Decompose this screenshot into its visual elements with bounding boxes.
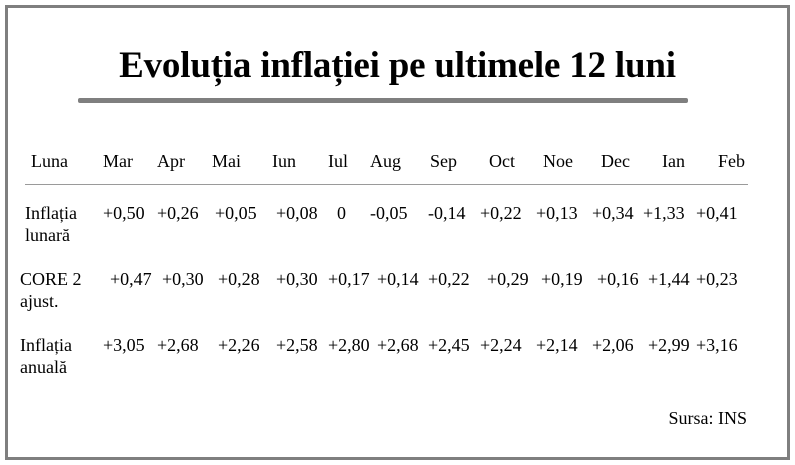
table-cell: +0,29 bbox=[487, 269, 529, 289]
column-header-ian: Ian bbox=[662, 151, 685, 171]
corner-label: Luna bbox=[31, 151, 68, 171]
row-label-line: Inflația bbox=[20, 335, 72, 355]
table-cell: +0,41 bbox=[696, 203, 738, 223]
table-cell: +0,22 bbox=[428, 269, 470, 289]
row-label: Inflația anuală bbox=[20, 334, 72, 378]
table-cell: +0,05 bbox=[215, 203, 257, 223]
table-cell: +1,33 bbox=[643, 203, 685, 223]
table-cell: +2,68 bbox=[377, 335, 419, 355]
column-header-aug: Aug bbox=[370, 151, 401, 171]
table-cell: +0,28 bbox=[218, 269, 260, 289]
table-frame bbox=[5, 5, 790, 460]
header-divider bbox=[25, 184, 748, 185]
table-cell: +2,26 bbox=[218, 335, 260, 355]
row-label-line: ajust. bbox=[20, 291, 59, 311]
table-cell: +2,06 bbox=[592, 335, 634, 355]
table-cell: +2,14 bbox=[536, 335, 578, 355]
row-label-line: Inflația bbox=[25, 203, 77, 223]
table-cell: +0,19 bbox=[541, 269, 583, 289]
table-cell: +0,50 bbox=[103, 203, 145, 223]
table-cell: -0,05 bbox=[370, 203, 408, 223]
table-cell: +0,08 bbox=[276, 203, 318, 223]
row-label-line: anuală bbox=[20, 357, 67, 377]
table-cell: -0,14 bbox=[428, 203, 466, 223]
table-cell: +0,14 bbox=[377, 269, 419, 289]
table-cell: +2,99 bbox=[648, 335, 690, 355]
chart-title: Evoluția inflației pe ultimele 12 luni bbox=[119, 45, 676, 86]
column-header-dec: Dec bbox=[601, 151, 630, 171]
column-header-iul: Iul bbox=[328, 151, 348, 171]
column-header-sep: Sep bbox=[430, 151, 457, 171]
table-cell: +2,68 bbox=[157, 335, 199, 355]
table-cell: +0,17 bbox=[328, 269, 370, 289]
column-header-apr: Apr bbox=[157, 151, 185, 171]
table-cell: +0,26 bbox=[157, 203, 199, 223]
table-cell: +0,16 bbox=[597, 269, 639, 289]
table-cell: +3,16 bbox=[696, 335, 738, 355]
table-cell: +1,44 bbox=[648, 269, 690, 289]
table-cell: +2,24 bbox=[480, 335, 522, 355]
column-header-iun: Iun bbox=[272, 151, 296, 171]
table-cell: +0,34 bbox=[592, 203, 634, 223]
table-cell: +0,13 bbox=[536, 203, 578, 223]
table-cell: 0 bbox=[337, 203, 346, 223]
table-cell: +0,47 bbox=[110, 269, 152, 289]
table-cell: +2,80 bbox=[328, 335, 370, 355]
table-cell: +0,22 bbox=[480, 203, 522, 223]
row-label: CORE 2 ajust. bbox=[20, 268, 82, 312]
column-header-feb: Feb bbox=[718, 151, 745, 171]
column-header-mar: Mar bbox=[103, 151, 133, 171]
column-header-oct: Oct bbox=[489, 151, 515, 171]
row-label: Inflația lunară bbox=[25, 202, 77, 246]
row-label-line: lunară bbox=[25, 225, 70, 245]
table-cell: +0,30 bbox=[276, 269, 318, 289]
table-cell: +0,30 bbox=[162, 269, 204, 289]
title-underline bbox=[78, 98, 688, 103]
row-label-line: CORE 2 bbox=[20, 269, 82, 289]
column-header-noe: Noe bbox=[543, 151, 573, 171]
table-cell: +2,58 bbox=[276, 335, 318, 355]
table-cell: +0,23 bbox=[696, 269, 738, 289]
table-cell: +3,05 bbox=[103, 335, 145, 355]
column-header-mai: Mai bbox=[212, 151, 241, 171]
table-cell: +2,45 bbox=[428, 335, 470, 355]
source-note: Sursa: INS bbox=[668, 408, 747, 428]
